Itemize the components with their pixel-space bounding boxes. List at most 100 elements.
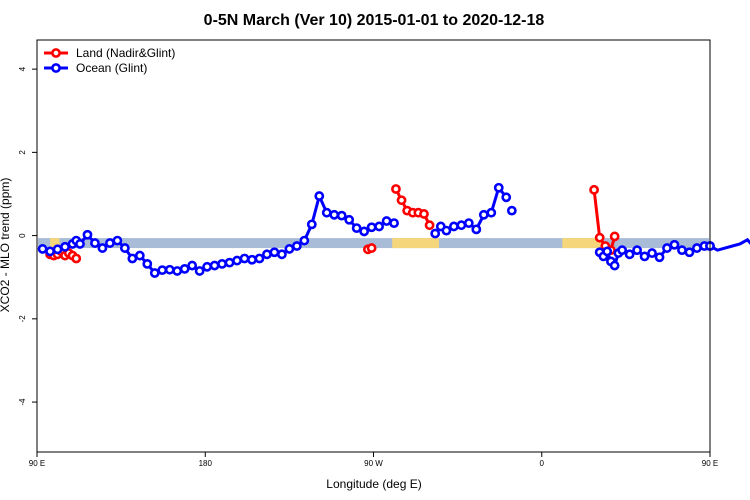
legend-marker bbox=[51, 63, 61, 73]
ocean-point bbox=[217, 258, 227, 269]
ocean-point bbox=[463, 218, 474, 229]
ocean-point bbox=[179, 263, 190, 274]
ocean-point bbox=[291, 241, 302, 251]
land-point bbox=[419, 209, 429, 219]
ocean-point bbox=[209, 260, 220, 271]
ocean-point bbox=[149, 268, 160, 278]
ocean-point bbox=[321, 207, 332, 218]
y-tick-label: 2 bbox=[18, 150, 27, 155]
land-point bbox=[609, 231, 620, 242]
land-point bbox=[396, 195, 407, 206]
x-tick-label: 90 W bbox=[364, 459, 383, 468]
ocean-point bbox=[90, 238, 100, 248]
legend-entry-label: Ocean (Glint) bbox=[76, 61, 147, 75]
ocean-point bbox=[262, 249, 272, 260]
ocean-point bbox=[202, 261, 213, 272]
ocean-point bbox=[441, 225, 452, 236]
ocean-point bbox=[501, 192, 512, 203]
ocean-point bbox=[75, 239, 85, 249]
ocean-point bbox=[247, 254, 257, 265]
ocean-point bbox=[82, 229, 93, 240]
ocean-point bbox=[609, 260, 620, 271]
ocean-point bbox=[314, 191, 325, 201]
y-tick-label: 4 bbox=[18, 66, 27, 71]
ocean-point bbox=[254, 253, 265, 264]
ocean-point bbox=[336, 210, 347, 221]
ocean-point bbox=[224, 257, 235, 268]
ocean-point bbox=[134, 250, 145, 261]
ocean-point bbox=[45, 246, 55, 257]
ocean-point bbox=[97, 243, 108, 253]
ocean-point bbox=[359, 226, 370, 237]
land-point bbox=[391, 184, 401, 194]
ocean-point bbox=[478, 209, 489, 220]
ocean-point bbox=[232, 255, 242, 266]
ocean-point bbox=[366, 222, 377, 233]
land-point bbox=[589, 184, 599, 195]
ocean-point bbox=[662, 243, 672, 253]
band-land-segment bbox=[562, 238, 602, 249]
ocean-point bbox=[284, 244, 295, 254]
ocean-point bbox=[269, 247, 280, 258]
ocean-point bbox=[351, 223, 362, 234]
ocean-point bbox=[624, 249, 635, 260]
x-tick-label: 90 E bbox=[29, 459, 45, 468]
y-axis: 4 2 0 -2 -4 bbox=[18, 66, 37, 406]
ocean-point bbox=[37, 244, 48, 254]
ocean-point bbox=[669, 239, 680, 250]
ocean-point bbox=[112, 235, 123, 246]
y-tick-label: -2 bbox=[18, 315, 27, 323]
ocean-point bbox=[194, 266, 205, 276]
ocean-point bbox=[276, 249, 287, 260]
ocean-point bbox=[239, 253, 250, 264]
ocean-point bbox=[389, 218, 399, 229]
ocean-point bbox=[684, 247, 695, 258]
ocean-point bbox=[448, 221, 459, 232]
band-layer bbox=[38, 238, 709, 249]
ocean-series-line bbox=[709, 237, 750, 252]
band-land-segment bbox=[392, 238, 439, 249]
chart-title: 0-5N March (Ver 10) 2015-01-01 to 2020-1… bbox=[204, 12, 545, 29]
ocean-point bbox=[632, 245, 642, 256]
land-point bbox=[366, 243, 377, 253]
ocean-point bbox=[157, 265, 168, 276]
ocean-point bbox=[119, 243, 130, 253]
ocean-point bbox=[172, 266, 183, 276]
ocean-point bbox=[105, 238, 115, 248]
ocean-point bbox=[506, 205, 517, 216]
series-layer bbox=[37, 182, 750, 278]
land-point bbox=[424, 220, 435, 231]
ocean-point bbox=[187, 260, 198, 271]
ocean-point bbox=[654, 252, 665, 263]
ocean-point bbox=[344, 214, 355, 225]
legend: Land (Nadir&Glint)Ocean (Glint) bbox=[44, 46, 175, 75]
y-tick-label: -4 bbox=[18, 398, 27, 406]
ocean-point bbox=[692, 243, 702, 253]
ocean-point bbox=[430, 228, 441, 239]
ocean-point bbox=[374, 221, 385, 232]
ocean-point bbox=[142, 258, 153, 269]
ocean-point bbox=[677, 245, 687, 256]
y-axis-label: XCO2 - MLO trend (ppm) bbox=[0, 178, 12, 313]
x-tick-label: 180 bbox=[199, 459, 213, 468]
ocean-point bbox=[471, 224, 482, 235]
ocean-point bbox=[639, 251, 650, 262]
ocean-point bbox=[493, 182, 504, 193]
y-tick-label: 0 bbox=[18, 233, 27, 238]
ocean-point bbox=[329, 209, 340, 220]
ocean-point bbox=[456, 220, 467, 231]
ocean-point bbox=[127, 253, 138, 264]
x-axis-label: Longitude (deg E) bbox=[326, 477, 421, 491]
ocean-point bbox=[381, 216, 392, 226]
ocean-point bbox=[617, 245, 628, 256]
x-axis: 90 E 180 90 W 0 90 E bbox=[29, 452, 718, 468]
legend-entry-label: Land (Nadir&Glint) bbox=[76, 46, 175, 60]
ocean-point bbox=[60, 241, 70, 252]
land-point bbox=[71, 253, 82, 264]
x-tick-label: 0 bbox=[540, 459, 545, 468]
band-land-segment bbox=[50, 238, 60, 249]
land-series-line bbox=[394, 188, 431, 226]
land-point bbox=[594, 232, 605, 243]
legend-marker bbox=[51, 48, 61, 58]
